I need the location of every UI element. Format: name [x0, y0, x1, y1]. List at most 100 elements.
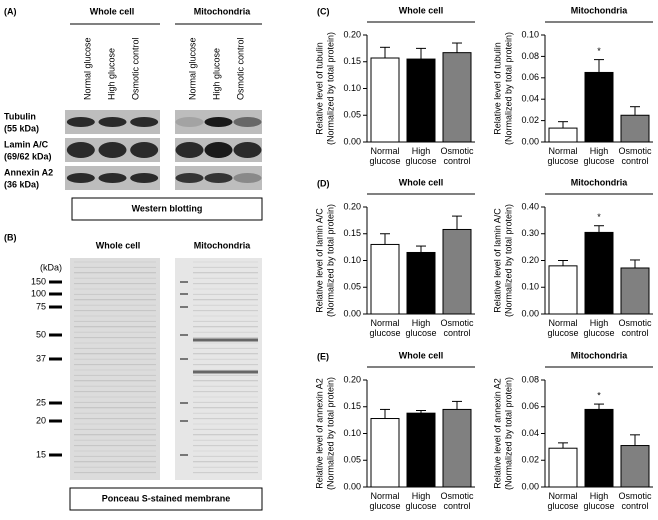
chart-title: Whole cell	[399, 5, 444, 15]
blot-band	[130, 173, 159, 183]
y-tick-label: 0.10	[343, 255, 361, 265]
y-tick-label: 0.15	[343, 401, 361, 411]
x-tick-label: High glucose	[405, 491, 437, 511]
membrane	[70, 258, 160, 480]
bar	[370, 243, 400, 315]
lane-label: High glucose	[211, 48, 221, 100]
x-tick-label: Osmotic control	[440, 146, 474, 166]
x-tick-label: Normal glucose	[547, 318, 579, 338]
panel-label: (A)	[4, 6, 17, 16]
bar	[442, 228, 472, 315]
bar	[584, 408, 614, 488]
y-tick-label: 0.04	[521, 94, 539, 104]
x-tick-label: Normal glucose	[369, 491, 401, 511]
blot-band	[233, 173, 262, 183]
y-tick-label: 0.10	[343, 83, 361, 93]
y-tick-label: 0.06	[521, 72, 539, 82]
membrane-header: Whole cell	[96, 240, 141, 250]
y-tick-label: 0.04	[521, 428, 539, 438]
y-label: Relative level of annexin A2	[492, 378, 502, 489]
lane-label: Normal glucose	[82, 37, 92, 100]
x-tick-label: Osmotic control	[618, 318, 652, 338]
x-tick-label: Osmotic control	[618, 491, 652, 511]
blot-header: Mitochondria	[194, 6, 251, 16]
x-tick-label: High glucose	[583, 491, 615, 511]
significance: *	[597, 46, 601, 56]
x-tick-label: Normal glucose	[369, 318, 401, 338]
x-tick-label: Normal glucose	[547, 491, 579, 511]
caption: Western blotting	[132, 203, 203, 213]
x-tick-label: High glucose	[405, 318, 437, 338]
kda-unit: (kDa)	[40, 262, 62, 272]
y-tick-label: 0.08	[521, 51, 539, 61]
chart-title: Mitochondria	[571, 177, 628, 187]
y-tick-label: 0.05	[343, 282, 361, 292]
kda-marker: 25	[36, 397, 46, 407]
y-tick-label: 0.00	[343, 481, 361, 491]
y-tick-label: 0.10	[521, 282, 539, 292]
kda-marker: 20	[36, 415, 46, 425]
bar	[406, 251, 436, 315]
chart-title: Mitochondria	[571, 5, 628, 15]
blot-header: Whole cell	[90, 6, 135, 16]
y-tick-label: 0.02	[521, 455, 539, 465]
y-tick-label: 0.20	[343, 201, 361, 211]
chart-title: Whole cell	[399, 177, 444, 187]
bar	[406, 412, 436, 488]
kda-marker: 75	[36, 301, 46, 311]
y-note: (Normalized by total protein)	[503, 32, 513, 145]
y-tick-label: 0.40	[521, 201, 539, 211]
x-tick-label: High glucose	[405, 146, 437, 166]
blot-band	[175, 173, 204, 183]
panel-label: (B)	[4, 232, 17, 242]
x-tick-label: Normal glucose	[369, 146, 401, 166]
bar	[406, 58, 436, 143]
blot-band	[66, 142, 95, 158]
blot-band	[233, 142, 262, 158]
kda-marker: 50	[36, 329, 46, 339]
x-tick-label: Osmotic control	[440, 491, 474, 511]
bar	[370, 418, 400, 488]
blot-band	[175, 117, 204, 127]
y-tick-label: 0.00	[521, 481, 539, 491]
chart-title: Mitochondria	[571, 350, 628, 360]
kda-marker: 15	[36, 449, 46, 459]
caption: Ponceau S-stained membrane	[102, 493, 231, 503]
y-tick-label: 0.00	[343, 136, 361, 146]
bar	[442, 52, 472, 143]
y-tick-label: 0.00	[521, 136, 539, 146]
protein-name: Tubulin	[4, 111, 36, 121]
blot-band	[233, 117, 262, 127]
bar	[548, 127, 578, 143]
membrane-header: Mitochondria	[194, 240, 251, 250]
y-tick-label: 0.05	[343, 110, 361, 120]
membrane	[175, 258, 262, 480]
bar	[620, 114, 650, 143]
bar	[548, 265, 578, 315]
y-label: Relative level of lamin A/C	[314, 208, 324, 313]
blot-band	[175, 142, 204, 158]
blot-band	[204, 173, 233, 183]
x-tick-label: Osmotic control	[618, 146, 652, 166]
panel-label: (C)	[317, 6, 330, 16]
lane-label: High glucose	[106, 48, 116, 100]
kda-marker: 100	[31, 288, 46, 298]
y-label: Relative level of annexin A2	[314, 378, 324, 489]
x-tick-label: High glucose	[583, 318, 615, 338]
y-tick-label: 0.20	[343, 29, 361, 39]
blot-band	[98, 173, 127, 183]
blot-band	[204, 117, 233, 127]
y-tick-label: 0.08	[521, 374, 539, 384]
blot-band	[98, 117, 127, 127]
y-label: Relative level of lamin A/C	[492, 208, 502, 313]
y-tick-label: 0.15	[343, 56, 361, 66]
y-note: (Normalized by total protein)	[325, 32, 335, 145]
y-label: Relative level of tubulin	[492, 42, 502, 135]
x-tick-label: Normal glucose	[547, 146, 579, 166]
kda-marker: 37	[36, 353, 46, 363]
bar	[548, 447, 578, 488]
bar	[370, 57, 400, 143]
panel-label: (D)	[317, 178, 330, 188]
lane-label: Normal glucose	[187, 37, 197, 100]
